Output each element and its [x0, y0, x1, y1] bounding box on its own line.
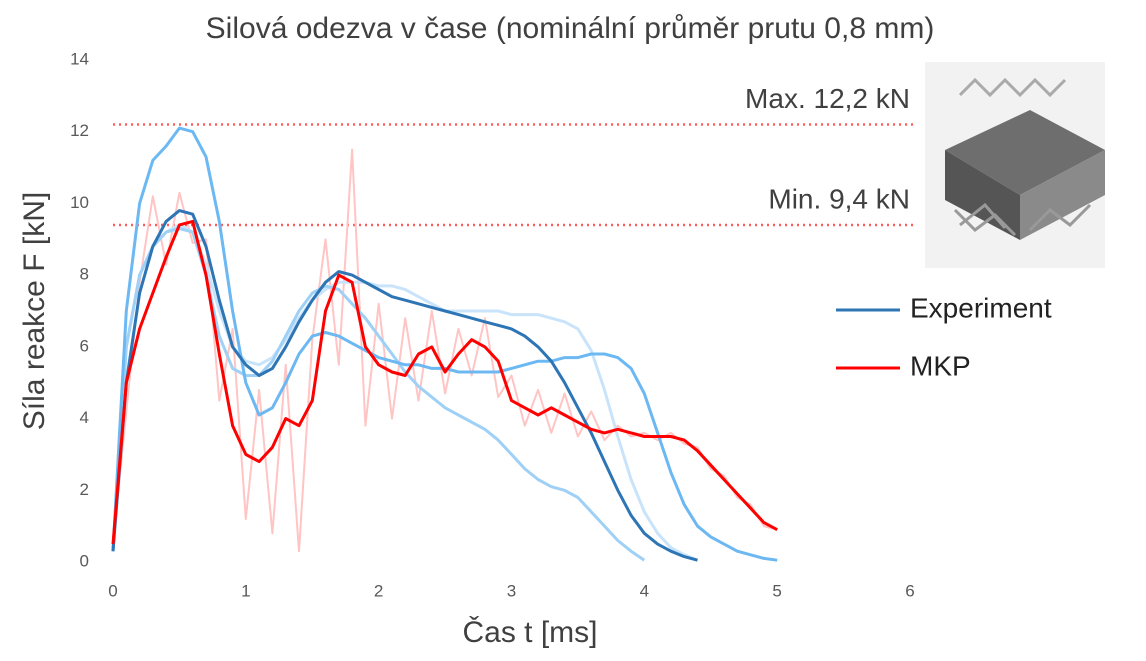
x-tick-label: 0 — [108, 581, 117, 600]
x-axis-label: Čas t [ms] — [462, 615, 597, 649]
series-line — [111, 223, 699, 562]
x-tick-label: 1 — [241, 581, 250, 600]
series-line — [111, 219, 778, 545]
x-tick-label: 2 — [374, 581, 383, 600]
y-tick-label: 6 — [80, 336, 89, 355]
legend-label: Experiment — [910, 292, 1052, 323]
y-tick-label: 8 — [80, 265, 89, 284]
y-tick-label: 4 — [80, 408, 89, 427]
chart-title: Silová odezva v čase (nominální průměr p… — [206, 12, 935, 45]
x-tick-label: 3 — [507, 581, 516, 600]
series-line — [111, 209, 698, 562]
series-line — [111, 126, 778, 562]
reference-label: Max. 12,2 kN — [745, 83, 910, 114]
y-axis-label: Síla reakce F [kN] — [18, 192, 51, 430]
legend-label: MKP — [910, 350, 971, 381]
y-tick-label: 14 — [70, 49, 89, 68]
y-tick-label: 10 — [70, 193, 89, 212]
x-tick-label: 4 — [640, 581, 649, 600]
y-tick-label: 12 — [70, 121, 89, 140]
y-tick-label: 0 — [80, 551, 89, 570]
reference-label: Min. 9,4 kN — [768, 183, 910, 214]
sample-photo — [925, 62, 1105, 268]
x-tick-label: 5 — [772, 581, 781, 600]
y-tick-label: 2 — [80, 480, 89, 499]
x-tick-label: 6 — [905, 581, 914, 600]
